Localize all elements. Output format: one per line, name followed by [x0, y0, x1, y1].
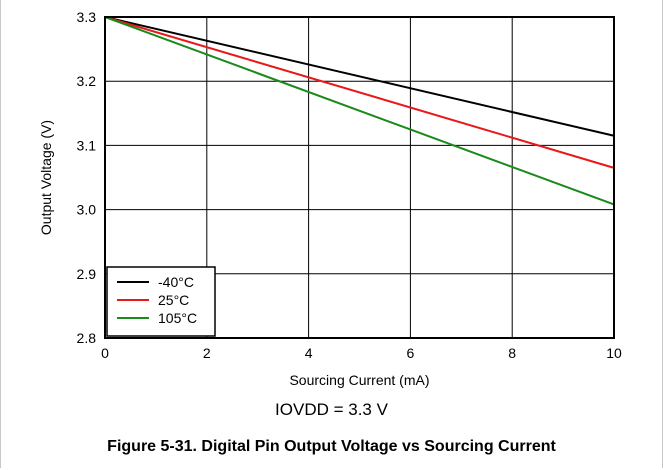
y-axis-label: Output Voltage (V)	[38, 120, 54, 235]
figure-caption: Figure 5-31. Digital Pin Output Voltage …	[107, 438, 556, 455]
x-tick-label: 10	[606, 345, 622, 361]
series-line	[104, 16, 615, 169]
legend-box	[106, 266, 216, 337]
plot-area	[104, 16, 615, 339]
x-axis-label: Sourcing Current (mA)	[289, 372, 429, 388]
y-tick-label: 2.9	[77, 266, 97, 282]
y-tick-label: 3.3	[77, 9, 97, 25]
series-line	[104, 16, 615, 137]
legend-label: -40°C	[158, 274, 194, 290]
test-condition: IOVDD = 3.3 V	[275, 400, 388, 419]
y-tick-label: 2.8	[77, 330, 97, 346]
legend: -40°C 25°C 105°C	[106, 266, 216, 337]
chart-grid	[105, 17, 614, 338]
y-tick-label: 3.2	[77, 73, 97, 89]
legend-label: 105°C	[158, 310, 197, 326]
x-tick-label: 0	[101, 345, 109, 361]
x-tick-label: 2	[203, 345, 211, 361]
x-tick-label: 8	[508, 345, 516, 361]
x-tick-label: 4	[305, 345, 313, 361]
legend-label: 25°C	[158, 292, 189, 308]
tick-labels: 0 2 4 6 8 10 2.8 2.9 3.0 3.1 3.2 3.3	[77, 9, 622, 361]
y-tick-label: 3.1	[77, 137, 97, 153]
chart-series	[104, 16, 615, 206]
x-tick-label: 6	[407, 345, 415, 361]
series-line	[104, 16, 615, 206]
line-chart: 0 2 4 6 8 10 2.8 2.9 3.0 3.1 3.2 3.3 Sourcing Curre…	[38, 9, 622, 388]
y-tick-label: 3.0	[77, 202, 97, 218]
